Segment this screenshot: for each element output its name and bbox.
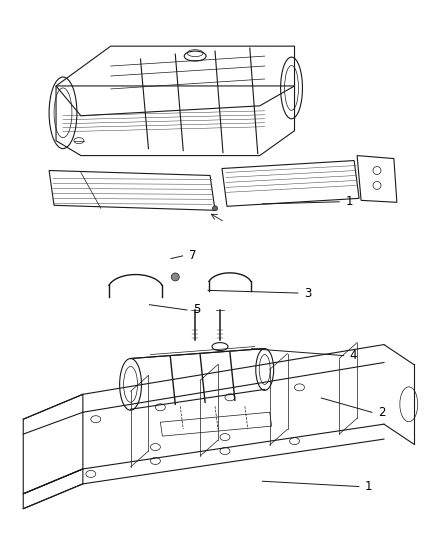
Text: 1: 1 bbox=[345, 195, 353, 208]
Text: 2: 2 bbox=[378, 406, 385, 419]
Text: 3: 3 bbox=[304, 287, 311, 300]
Ellipse shape bbox=[212, 206, 218, 211]
Text: 7: 7 bbox=[188, 249, 196, 262]
Ellipse shape bbox=[171, 273, 179, 281]
Text: 4: 4 bbox=[350, 349, 357, 362]
Text: 1: 1 bbox=[365, 480, 372, 493]
Text: 5: 5 bbox=[193, 303, 200, 317]
